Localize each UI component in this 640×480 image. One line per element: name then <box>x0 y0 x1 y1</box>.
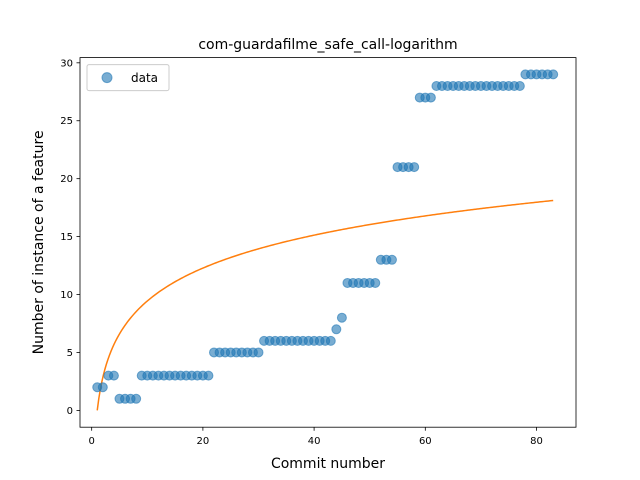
data-point <box>386 254 397 265</box>
x-axis-label: Commit number <box>271 456 385 472</box>
data-point <box>548 69 559 80</box>
data-point <box>370 277 381 288</box>
y-tick-label: 10 <box>60 290 73 301</box>
legend: data <box>86 64 170 92</box>
axes-frame <box>79 57 577 428</box>
x-tick-label: 0 <box>88 436 94 447</box>
data-point <box>131 393 142 404</box>
data-point <box>108 370 119 381</box>
y-tick-label: 15 <box>60 232 73 243</box>
data-point <box>514 80 525 91</box>
data-point <box>425 92 436 103</box>
legend-label-data: data <box>131 71 158 85</box>
y-tick-label: 25 <box>60 116 73 127</box>
y-axis-label: Number of instance of a feature <box>31 130 47 354</box>
y-tick-label: 20 <box>60 174 73 185</box>
x-tick-label: 40 <box>308 436 321 447</box>
y-tick-label: 5 <box>67 348 73 359</box>
axis-ticks: 0 20 40 60 80 0 5 10 15 20 25 30 <box>60 58 543 447</box>
legend-marker-data <box>101 72 113 84</box>
fit-line <box>96 199 554 411</box>
chart-title: com-guardafilme_safe_call-logarithm <box>198 37 457 53</box>
y-tick-label: 0 <box>67 406 73 417</box>
y-tick-label: 30 <box>60 58 73 69</box>
data-point <box>331 324 342 335</box>
x-tick-label: 20 <box>197 436 210 447</box>
x-tick-label: 60 <box>419 436 432 447</box>
data-point <box>409 162 420 173</box>
x-tick-label: 80 <box>530 436 543 447</box>
data-point <box>253 347 264 358</box>
data-point <box>97 382 108 393</box>
data-point <box>203 370 214 381</box>
data-point <box>336 312 347 323</box>
legend-box <box>86 64 170 92</box>
data-point <box>325 335 336 346</box>
plot-area <box>92 69 559 411</box>
